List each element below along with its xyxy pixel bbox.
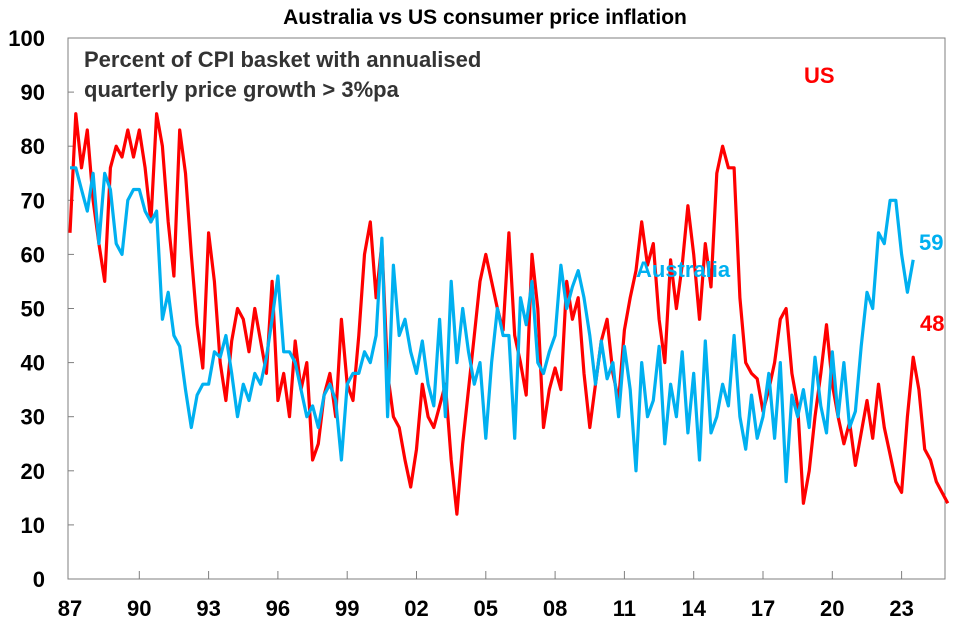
x-tick-label: 99 xyxy=(335,596,359,621)
y-tick-label: 70 xyxy=(21,188,45,213)
x-tick-label: 90 xyxy=(127,596,151,621)
chart-subtitle-line-1: Percent of CPI basket with annualised xyxy=(84,47,481,72)
x-tick-label: 11 xyxy=(613,596,636,621)
chart-subtitle-line-2: quarterly price growth > 3%pa xyxy=(84,77,400,102)
y-tick-label: 20 xyxy=(21,459,45,484)
x-tick-label: 93 xyxy=(196,596,220,621)
y-tick-label: 10 xyxy=(21,513,45,538)
x-tick-label: 23 xyxy=(889,596,913,621)
x-axis: 87 90 93 96 99 02 05 08 11 14 17 20 23 xyxy=(58,571,914,621)
y-tick-label: 50 xyxy=(21,297,45,322)
x-tick-label: 14 xyxy=(681,596,706,621)
australia-end-value-label: 59 xyxy=(919,230,943,255)
x-tick-label: 87 xyxy=(58,596,82,621)
y-tick-label: 60 xyxy=(21,242,45,267)
y-tick-label: 80 xyxy=(21,134,45,159)
x-tick-label: 08 xyxy=(543,596,567,621)
x-tick-label: 02 xyxy=(404,596,428,621)
chart-title: Australia vs US consumer price inflation xyxy=(283,6,687,29)
x-tick-label: 96 xyxy=(266,596,290,621)
y-tick-label: 90 xyxy=(21,80,45,105)
us-end-value-label: 48 xyxy=(920,311,944,336)
x-tick-label: 20 xyxy=(820,596,844,621)
y-tick-label: 100 xyxy=(8,26,45,51)
australia-series-label: Australia xyxy=(636,257,731,282)
us-series-label: US xyxy=(804,63,835,88)
y-axis: 0 10 20 30 40 50 60 70 80 90 100 xyxy=(8,26,74,592)
y-tick-label: 30 xyxy=(21,405,45,430)
series-line-australia xyxy=(70,166,915,484)
y-tick-label: 0 xyxy=(33,567,45,592)
x-tick-label: 17 xyxy=(751,596,775,621)
series-line-us xyxy=(68,112,950,516)
series-group xyxy=(68,112,950,516)
y-tick-label: 40 xyxy=(21,351,45,376)
x-tick-label: 05 xyxy=(474,596,498,621)
plot-frame xyxy=(67,37,946,580)
